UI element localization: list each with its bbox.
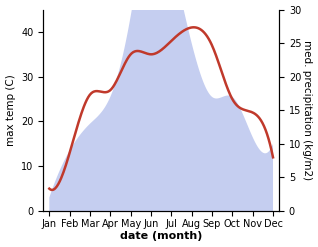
Y-axis label: med. precipitation (kg/m2): med. precipitation (kg/m2) [302, 40, 313, 180]
X-axis label: date (month): date (month) [120, 231, 202, 242]
Y-axis label: max temp (C): max temp (C) [5, 74, 16, 146]
